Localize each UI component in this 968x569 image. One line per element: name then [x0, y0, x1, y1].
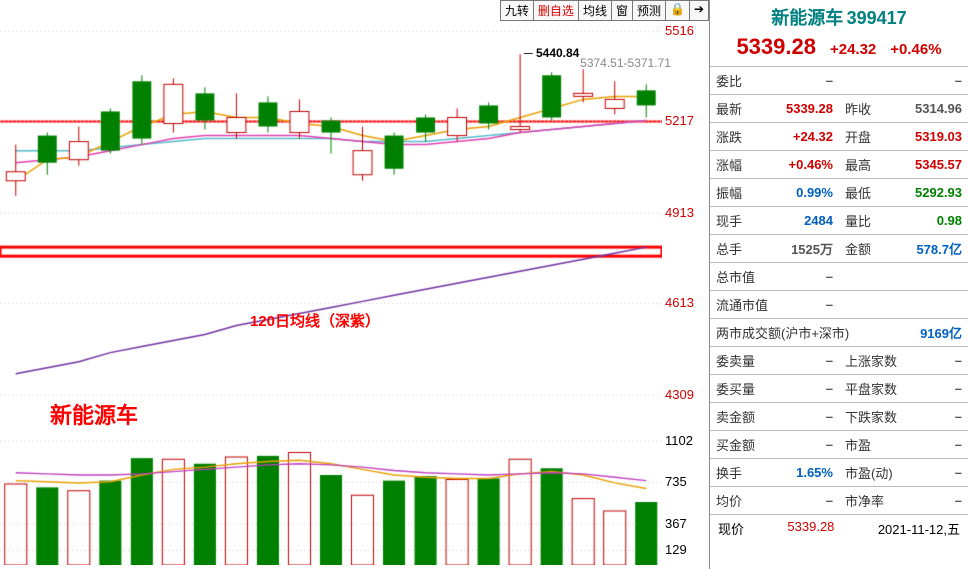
- price-tick: 5516: [665, 23, 694, 38]
- quote-row: 卖金额–下跌家数–: [710, 403, 968, 431]
- title-annotation: 新能源车: [50, 398, 138, 430]
- volume-tick: 1102: [665, 433, 693, 448]
- quote-row: 流通市值–: [710, 291, 968, 319]
- quote-row: 两市成交额(沪市+深市)9169亿: [710, 319, 968, 347]
- security-header: 新能源车 399417: [710, 0, 968, 32]
- price-tick: 4913: [665, 205, 694, 220]
- quote-row: 振幅0.99%最低5292.93: [710, 179, 968, 207]
- volume-axis: 1102 735 367 129: [661, 430, 709, 565]
- last-price: 5339.28: [736, 34, 816, 60]
- price-change: +24.32: [830, 41, 876, 58]
- security-name: 新能源车: [771, 8, 843, 28]
- price-tick: 5217: [665, 113, 694, 128]
- volume-chart[interactable]: [0, 430, 662, 565]
- ma120-annotation: 120日均线（深紫）: [250, 310, 380, 331]
- price-axis: 5516 5217 4913 4613 4309: [661, 18, 709, 428]
- quote-row: 涨幅+0.46%最高5345.57: [710, 151, 968, 179]
- price-tick: 4613: [665, 295, 694, 310]
- quote-footer: 现价 5339.28 2021-11-12,五: [710, 514, 968, 542]
- quote-row: 委卖量–上涨家数–: [710, 347, 968, 375]
- quote-row: 均价–市净率–: [710, 487, 968, 515]
- volume-tick: 735: [665, 474, 687, 489]
- price-row: 5339.28 +24.32 +0.46%: [710, 32, 968, 66]
- volume-tick: 129: [665, 542, 687, 557]
- quote-table: 委比––最新5339.28昨收5314.96涨跌+24.32开盘5319.03涨…: [710, 66, 968, 514]
- footer-label: 现价: [718, 519, 744, 538]
- footer-price: 5339.28: [787, 519, 834, 538]
- quote-row: 委比––: [710, 67, 968, 95]
- quote-row: 现手2484量比0.98: [710, 207, 968, 235]
- quote-row: 总市值–: [710, 263, 968, 291]
- quote-row: 买金额–市盈–: [710, 431, 968, 459]
- security-code: 399417: [847, 8, 907, 28]
- quote-row: 换手1.65%市盈(动)–: [710, 459, 968, 487]
- range-callout: 5374.51-5371.71: [580, 56, 671, 70]
- quote-row: 委买量–平盘家数–: [710, 375, 968, 403]
- quote-row: 最新5339.28昨收5314.96: [710, 95, 968, 123]
- volume-tick: 367: [665, 516, 687, 531]
- quote-row: 涨跌+24.32开盘5319.03: [710, 123, 968, 151]
- footer-date: 2021-11-12,五: [878, 519, 960, 538]
- quote-panel: 新能源车 399417 5339.28 +24.32 +0.46% 委比––最新…: [710, 0, 968, 569]
- price-tick: 4309: [665, 387, 694, 402]
- candlestick-chart[interactable]: [0, 18, 662, 428]
- quote-row: 总手1525万金额578.7亿: [710, 235, 968, 263]
- price-change-pct: +0.46%: [890, 41, 941, 58]
- price-callout: ─ 5440.84: [524, 46, 579, 60]
- chart-area: 九转删自选均线窗预测🔒➔ 55165217491346134309 110273…: [0, 0, 710, 569]
